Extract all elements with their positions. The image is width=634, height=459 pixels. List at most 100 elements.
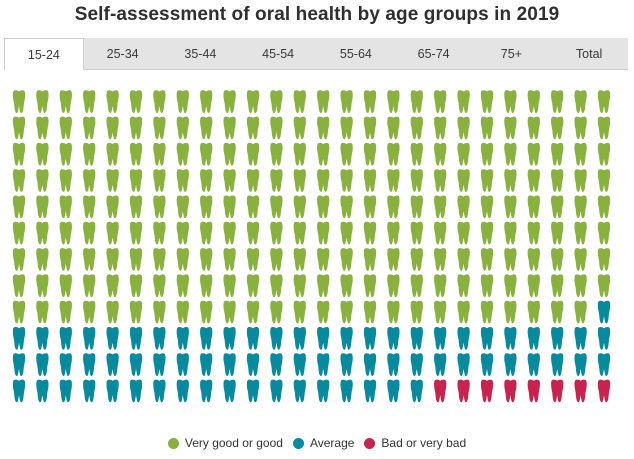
tooth-icon bbox=[480, 379, 494, 403]
tooth-icon bbox=[293, 195, 306, 219]
tooth-icon bbox=[129, 327, 143, 350]
tooth-icon bbox=[246, 379, 260, 403]
tooth-icon bbox=[153, 248, 166, 271]
tooth-icon bbox=[200, 142, 213, 166]
tooth-icon bbox=[200, 300, 213, 324]
tooth-icon bbox=[480, 327, 494, 350]
tooth-icon bbox=[12, 300, 26, 324]
tooth-icon bbox=[597, 195, 611, 219]
tooth-icon bbox=[527, 327, 540, 350]
tooth-icon bbox=[293, 90, 306, 114]
tooth-icon bbox=[83, 90, 96, 114]
tooth-icon bbox=[293, 248, 306, 271]
tooth-icon bbox=[293, 116, 306, 140]
tooth-icon bbox=[176, 353, 189, 377]
tooth-icon bbox=[246, 327, 260, 350]
tooth-icon bbox=[59, 327, 72, 350]
tab-35-44[interactable]: 35-44 bbox=[161, 38, 240, 70]
tooth-icon bbox=[527, 300, 540, 324]
legend-item-average[interactable]: Average bbox=[292, 436, 354, 450]
tooth-icon bbox=[457, 300, 470, 324]
legend-item-very-good[interactable]: Very good or good bbox=[167, 436, 283, 450]
tooth-icon bbox=[457, 274, 470, 298]
tooth-icon bbox=[597, 116, 611, 140]
tooth-icon bbox=[410, 248, 423, 271]
tooth-icon bbox=[574, 248, 587, 271]
tooth-icon bbox=[340, 116, 353, 140]
tooth-icon bbox=[317, 300, 330, 324]
tooth-icon bbox=[480, 142, 494, 166]
tab-total[interactable]: Total bbox=[550, 38, 628, 70]
tooth-icon bbox=[457, 195, 470, 219]
tooth-icon bbox=[153, 379, 166, 403]
tooth-icon bbox=[363, 195, 377, 219]
tab-45-54[interactable]: 45-54 bbox=[239, 38, 317, 70]
legend-dot-very-good bbox=[167, 437, 179, 449]
tooth-icon bbox=[246, 248, 260, 271]
tooth-icon bbox=[527, 221, 540, 245]
tooth-icon bbox=[480, 274, 494, 298]
tooth-icon bbox=[293, 300, 306, 324]
tooth-icon bbox=[480, 90, 494, 114]
tab-25-34[interactable]: 25-34 bbox=[83, 38, 162, 70]
tooth-icon bbox=[270, 274, 283, 298]
tooth-icon bbox=[410, 90, 423, 114]
tooth-icon bbox=[129, 379, 143, 403]
tooth-icon bbox=[504, 274, 517, 298]
tooth-icon bbox=[153, 169, 166, 192]
tooth-icon bbox=[106, 300, 119, 324]
tooth-icon bbox=[597, 142, 611, 166]
tooth-icon bbox=[410, 327, 423, 350]
tooth-icon bbox=[153, 274, 166, 298]
tooth-icon bbox=[387, 327, 400, 350]
tooth-icon bbox=[363, 169, 377, 192]
tooth-icon bbox=[83, 274, 96, 298]
tooth-icon bbox=[597, 90, 611, 114]
tooth-icon bbox=[457, 379, 470, 403]
tooth-icon bbox=[317, 90, 330, 114]
tooth-icon bbox=[574, 195, 587, 219]
tooth-icon bbox=[293, 353, 306, 377]
tab-65-74[interactable]: 65-74 bbox=[394, 38, 473, 70]
chart-title: Self-assessment of oral health by age gr… bbox=[74, 4, 560, 25]
tooth-icon bbox=[551, 274, 564, 298]
tooth-icon bbox=[527, 116, 540, 140]
tooth-icon bbox=[434, 142, 447, 166]
tooth-icon bbox=[387, 90, 400, 114]
tooth-icon bbox=[106, 169, 119, 192]
tooth-icon bbox=[200, 379, 213, 403]
tooth-icon bbox=[387, 274, 400, 298]
legend: Very good or good Average Bad or very ba… bbox=[0, 436, 634, 450]
tooth-icon bbox=[597, 300, 611, 324]
tooth-icon bbox=[12, 195, 26, 219]
tab-55-64[interactable]: 55-64 bbox=[317, 38, 395, 70]
tooth-icon bbox=[129, 169, 143, 192]
tooth-icon bbox=[246, 116, 260, 140]
tooth-icon bbox=[223, 90, 236, 114]
tooth-icon bbox=[574, 300, 587, 324]
tooth-icon bbox=[12, 116, 26, 140]
tooth-icon bbox=[457, 221, 470, 245]
legend-item-bad[interactable]: Bad or very bad bbox=[364, 436, 466, 450]
tooth-icon bbox=[246, 221, 260, 245]
tooth-icon bbox=[574, 379, 587, 403]
tooth-icon bbox=[12, 221, 26, 245]
tooth-icon bbox=[574, 327, 587, 350]
tab-75-plus[interactable]: 75+ bbox=[472, 38, 551, 70]
tooth-icon bbox=[83, 248, 96, 271]
tooth-icon bbox=[12, 169, 26, 192]
tooth-icon bbox=[83, 300, 96, 324]
tooth-icon bbox=[387, 195, 400, 219]
tooth-icon bbox=[200, 248, 213, 271]
tab-15-24[interactable]: 15-24 bbox=[4, 38, 84, 70]
tooth-icon bbox=[83, 221, 96, 245]
tooth-icon bbox=[363, 90, 377, 114]
legend-label-very-good: Very good or good bbox=[184, 436, 283, 450]
tooth-icon bbox=[12, 274, 26, 298]
tooth-icon bbox=[223, 195, 236, 219]
tooth-icon bbox=[363, 221, 377, 245]
tooth-icon bbox=[270, 195, 283, 219]
tooth-icon bbox=[574, 142, 587, 166]
tooth-icon bbox=[340, 90, 353, 114]
tooth-icon bbox=[106, 116, 119, 140]
